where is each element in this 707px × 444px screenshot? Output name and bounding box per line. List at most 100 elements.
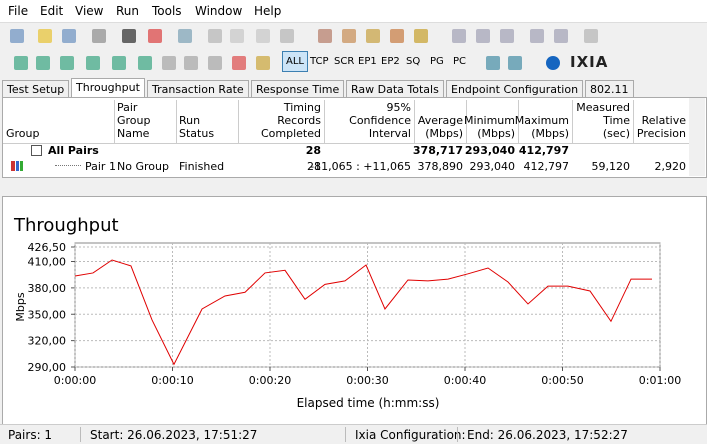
- toolbar-icon[interactable]: [500, 29, 514, 43]
- y-tick-label: 320,00: [28, 335, 67, 348]
- column-header: Measured Time (sec): [572, 100, 634, 144]
- scrollbar: [689, 98, 705, 176]
- toolbar-icon[interactable]: [390, 29, 404, 43]
- toolbar-icon[interactable]: [112, 56, 126, 70]
- table-cell: 412,797: [518, 144, 569, 157]
- toolbar-icon[interactable]: [122, 29, 136, 43]
- toolbar-icon[interactable]: [554, 29, 568, 43]
- toolbar-icon[interactable]: [86, 56, 100, 70]
- y-tick-label: 426,50: [28, 241, 67, 254]
- column-header: Relative Precision: [633, 100, 690, 144]
- menu-item[interactable]: Run: [116, 4, 140, 18]
- results-table: Group Pair Group Name Run Status Timing Rec…: [2, 97, 707, 178]
- splitter: [2, 178, 705, 196]
- toolbar-button[interactable]: TCP: [310, 56, 329, 67]
- menu-item[interactable]: Window: [195, 4, 243, 18]
- y-axis-label: Mbps: [14, 292, 27, 321]
- table-cell: 378,717: [412, 144, 463, 157]
- menu-item[interactable]: File: [8, 4, 29, 18]
- tree-toggle[interactable]: [31, 145, 42, 156]
- toolbar-button[interactable]: SQ: [406, 56, 421, 67]
- tab[interactable]: Endpoint Configuration: [446, 80, 584, 98]
- x-tick-label: 0:00:10: [151, 374, 193, 387]
- toolbar: ALL TCP SCR EP1 EP2 SQ PG PC IXIA: [0, 50, 707, 76]
- toolbar-icon[interactable]: [36, 56, 50, 70]
- tab[interactable]: Test Setup: [2, 80, 70, 98]
- toolbar-icon[interactable]: [178, 29, 192, 43]
- x-tick-label: 0:00:20: [249, 374, 291, 387]
- tab[interactable]: Throughput: [71, 78, 145, 98]
- menu-item[interactable]: Tools: [152, 4, 182, 18]
- toolbar-icon[interactable]: [208, 29, 222, 43]
- toolbar-icon[interactable]: [318, 29, 332, 43]
- status-separator: [457, 427, 458, 442]
- table-cell: 2,920: [654, 160, 687, 173]
- toolbar-icon[interactable]: [280, 29, 294, 43]
- toolbar-icon[interactable]: [530, 29, 544, 43]
- menu-bar: File Edit View Run Tools Window Help: [0, 0, 707, 22]
- y-tick-label: 350,00: [28, 308, 67, 321]
- toolbar-button[interactable]: EP2: [381, 56, 400, 67]
- table-cell: 293,040: [469, 160, 516, 173]
- tab[interactable]: Response Time: [251, 80, 345, 98]
- toolbar-icon[interactable]: [342, 29, 356, 43]
- status-bar: Pairs: 1 Start: 26.06.2023, 17:51:27 Ixia …: [0, 424, 707, 444]
- toolbar-icon[interactable]: [148, 29, 162, 43]
- column-header: Group: [3, 100, 115, 144]
- toolbar-icon[interactable]: [476, 29, 490, 43]
- toolbar-icon[interactable]: [232, 56, 246, 70]
- tab[interactable]: 802.11: [585, 80, 634, 98]
- tab[interactable]: Transaction Rate: [147, 80, 249, 98]
- status-separator: [80, 427, 81, 442]
- table-cell: All Pairs: [48, 144, 99, 157]
- table-cell: 28: [307, 160, 321, 173]
- menu-item[interactable]: Edit: [40, 4, 64, 18]
- toolbar-icon[interactable]: [162, 56, 176, 70]
- toolbar-icon[interactable]: [486, 56, 500, 70]
- menu-item[interactable]: Help: [254, 4, 282, 18]
- toolbar-button[interactable]: EP1: [358, 56, 377, 67]
- chart-group: Throughput Mbps Elapsed time (h:mm:ss) 2…: [13, 215, 681, 410]
- menu-item[interactable]: View: [75, 4, 104, 18]
- logo: IXIA: [570, 53, 609, 71]
- toolbar-icon[interactable]: [60, 56, 74, 70]
- toolbar-icon[interactable]: [452, 29, 466, 43]
- column-header: Pair Group Name: [114, 100, 177, 144]
- toolbar-icon[interactable]: [414, 29, 428, 43]
- toolbar-icon[interactable]: [508, 56, 522, 70]
- toolbar-button[interactable]: SCR: [334, 56, 355, 67]
- toolbar-icon[interactable]: [256, 56, 270, 70]
- y-tick-label: 380,00: [28, 282, 67, 295]
- status-field: Start: 26.06.2023, 17:51:27: [90, 428, 258, 442]
- toolbar-icon[interactable]: [138, 56, 152, 70]
- toolbar-icon[interactable]: [62, 29, 76, 43]
- column-header: Maximum (Mbps): [515, 100, 573, 144]
- toolbar-icon[interactable]: [92, 29, 106, 43]
- status-separator: [345, 427, 346, 442]
- column-header: 95% Confidence Interval: [324, 100, 415, 144]
- toolbar-icon[interactable]: [584, 29, 598, 43]
- toolbar-icon[interactable]: [208, 56, 222, 70]
- info-icon[interactable]: [546, 56, 560, 70]
- toolbar-button[interactable]: PC: [453, 56, 467, 67]
- table-cell: 28: [305, 144, 321, 157]
- table-cell: 293,040: [464, 144, 515, 157]
- toolbar-icon[interactable]: [38, 29, 52, 43]
- toolbar-icon[interactable]: [366, 29, 380, 43]
- table-cell: Pair 1: [85, 160, 116, 173]
- pair-icon: [11, 161, 23, 171]
- toolbar-icon[interactable]: [14, 56, 28, 70]
- x-tick-label: 0:00:50: [541, 374, 583, 387]
- toolbar-icon[interactable]: [184, 56, 198, 70]
- status-field: End: 26.06.2023, 17:52:27: [467, 428, 628, 442]
- toolbar-icon[interactable]: [256, 29, 270, 43]
- tree-line: [55, 165, 81, 166]
- tab[interactable]: Raw Data Totals: [346, 80, 444, 98]
- toolbar-icon[interactable]: [10, 29, 24, 43]
- x-tick-label: 0:00:40: [444, 374, 486, 387]
- column-header: Average (Mbps): [414, 100, 467, 144]
- toolbar-button[interactable]: ALL: [282, 51, 308, 72]
- toolbar-icon[interactable]: [230, 29, 244, 43]
- toolbar-button[interactable]: PG: [430, 56, 444, 67]
- toolbar: [0, 22, 707, 50]
